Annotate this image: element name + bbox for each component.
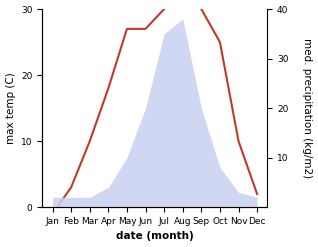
Y-axis label: med. precipitation (kg/m2): med. precipitation (kg/m2) <box>302 38 313 178</box>
Y-axis label: max temp (C): max temp (C) <box>5 72 16 144</box>
X-axis label: date (month): date (month) <box>116 231 194 242</box>
